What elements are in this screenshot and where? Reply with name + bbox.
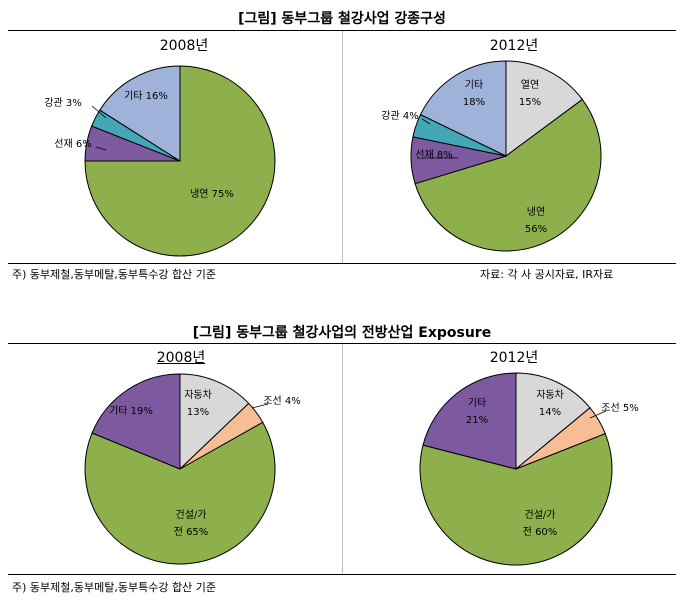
data-label-2-2: 건설/가 전 65% <box>174 509 209 538</box>
pie-slice-0-3 <box>99 65 181 162</box>
data-label-1-2: 선재 8% <box>415 149 452 161</box>
pie3-title: 2008년 <box>156 350 206 366</box>
figure1-note: 주) 동부제철,동부메탈,동부특수강 합산 기준 <box>12 268 216 281</box>
pie-slice-3-3 <box>422 372 517 470</box>
data-label-1-0: 열연 15% <box>519 79 541 108</box>
pie2-title: 2012년 <box>489 38 539 54</box>
pie-slice-2-2 <box>84 421 276 565</box>
data-label-0-0: 냉연 75% <box>190 188 234 200</box>
data-label-2-0: 자동차 13% <box>184 389 212 418</box>
data-label-2-1: 조선 4% <box>263 395 300 407</box>
pie-slice-3-0 <box>515 372 591 471</box>
figure2-title: [그림] 동부그룹 철강사업의 전방산업 Exposure <box>192 325 492 341</box>
data-label-2-3: 기타 19% <box>109 405 153 417</box>
figure2-note: 주) 동부제철,동부메탈,동부특수강 합산 기준 <box>12 581 216 594</box>
figure1-source: 자료: 각 사 공시자료, IR자료 <box>480 268 614 281</box>
data-label-0-3: 기타 16% <box>124 90 168 102</box>
pie-slice-2-0 <box>179 373 250 471</box>
pie-slice-0-0 <box>84 65 276 257</box>
data-label-1-1: 냉연 56% <box>525 206 547 235</box>
leader-line-1-3 <box>421 118 431 125</box>
figure1-frame <box>8 30 676 264</box>
leader-line-2-1 <box>251 403 269 409</box>
pie-slice-2-3 <box>91 373 181 470</box>
pie-slice-1-4 <box>419 60 507 157</box>
figure2-frame <box>8 343 676 575</box>
data-label-3-3: 기타 21% <box>466 397 488 426</box>
leader-line-3-1 <box>589 410 607 419</box>
leader-line-0-1 <box>95 146 107 151</box>
data-label-3-1: 조선 5% <box>601 402 638 414</box>
data-label-1-4: 기타 18% <box>463 79 485 108</box>
figure1-title: [그림] 동부그룹 철강사업 강종구성 <box>238 11 446 27</box>
data-label-1-3: 강관 4% <box>381 110 418 122</box>
pie-slice-1-1 <box>414 98 602 252</box>
figure2-divider <box>342 344 343 574</box>
figure1-divider <box>342 31 343 263</box>
data-label-3-2: 건설/가 전 60% <box>523 509 558 538</box>
pie1-title: 2008년 <box>159 38 209 54</box>
pie-slice-1-0 <box>505 60 584 157</box>
data-label-0-2: 강관 3% <box>44 97 81 109</box>
leader-line-0-2 <box>91 105 107 119</box>
pie-slice-3-2 <box>419 433 613 566</box>
pie4-title: 2012년 <box>489 350 539 366</box>
data-label-3-0: 자동차 14% <box>536 389 564 418</box>
data-label-0-1: 선재 6% <box>54 138 91 150</box>
